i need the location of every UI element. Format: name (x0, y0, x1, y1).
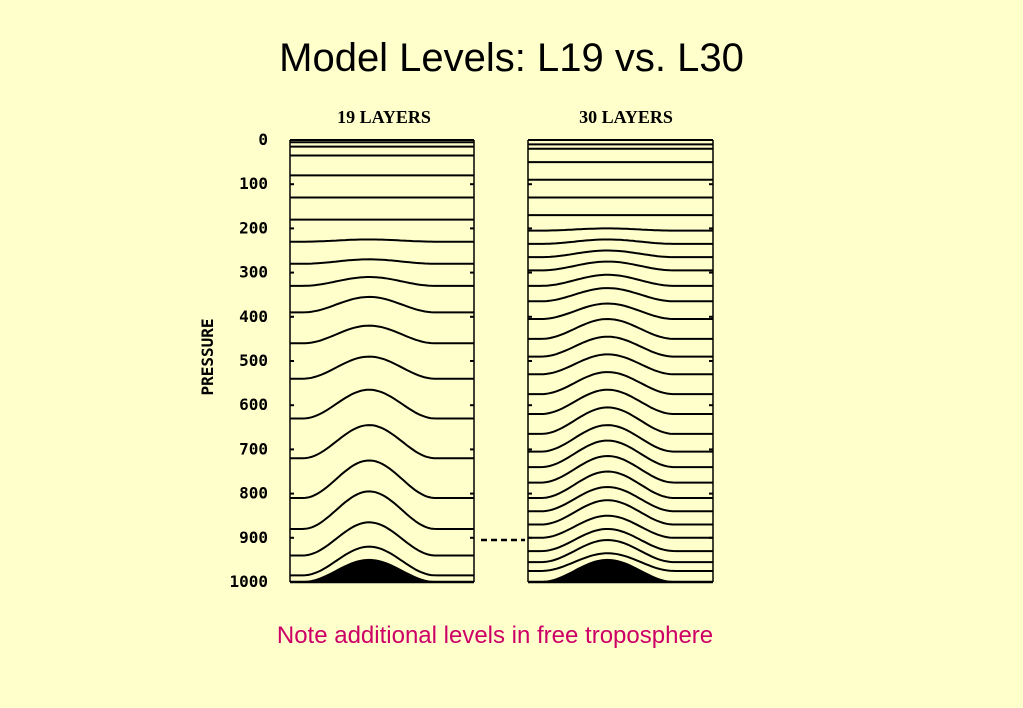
model-level-line (290, 258, 474, 265)
pressure-tick-label: 400 (239, 307, 268, 326)
model-level-line (290, 276, 474, 287)
model-level-line (290, 545, 474, 577)
pressure-tick-label: 300 (239, 263, 268, 282)
model-level-line (528, 424, 713, 453)
topography-mountain (290, 559, 474, 582)
model-level-line (528, 499, 713, 526)
pressure-tick-label: 700 (239, 439, 268, 458)
model-level-line (528, 249, 713, 259)
model-level-line (290, 424, 474, 460)
panel-19-layers (289, 139, 475, 584)
model-level-line (290, 459, 474, 499)
pressure-axis-title: PRESSURE (198, 318, 217, 395)
model-level-line (290, 355, 474, 380)
panel-30-layers (527, 139, 714, 584)
model-level-line (528, 454, 713, 484)
model-level-line (528, 528, 713, 553)
model-level-line (528, 353, 713, 376)
model-level-line (528, 238, 713, 245)
pressure-tick-label: 500 (239, 351, 268, 370)
panel-title-19-layers: 19 LAYERS (337, 107, 431, 127)
model-level-line (528, 485, 713, 513)
pressure-tick-label: 800 (239, 484, 268, 503)
model-level-line (528, 552, 713, 572)
model-level-line (528, 470, 713, 499)
model-level-line (290, 521, 474, 557)
pressure-tick-labels: 0 100 200 300 400 500 600 700 800 900 1000 (229, 130, 268, 591)
pressure-tick-label: 100 (239, 174, 268, 193)
model-level-line (528, 371, 713, 396)
model-level-line (528, 439, 713, 469)
model-level-line (528, 273, 713, 287)
model-level-line (528, 317, 713, 340)
model-level-line (290, 238, 474, 243)
model-level-line (290, 295, 474, 314)
pressure-tick-label: 600 (239, 395, 268, 414)
model-level-line (528, 302, 713, 320)
model-level-line (528, 514, 713, 539)
topography-mountain (528, 559, 713, 582)
slide-title: Model Levels: L19 vs. L30 (279, 36, 744, 80)
model-level-line (528, 287, 713, 303)
model-level-line (290, 324, 474, 345)
model-level-line (528, 260, 713, 272)
panel-title-30-layers: 30 LAYERS (579, 107, 673, 127)
model-level-line (528, 538, 713, 564)
model-level-line (528, 388, 713, 415)
model-level-line (528, 406, 713, 435)
pressure-tick-label: 0 (258, 130, 268, 149)
pressure-tick-label: 200 (239, 218, 268, 237)
pressure-tick-label: 1000 (229, 572, 268, 591)
slide-note: Note additional levels in free troposphe… (276, 622, 714, 649)
model-level-line (290, 388, 474, 420)
model-level-line (528, 227, 713, 232)
pressure-tick-label: 900 (239, 528, 268, 547)
model-level-line (528, 335, 713, 358)
model-level-line (290, 490, 474, 530)
